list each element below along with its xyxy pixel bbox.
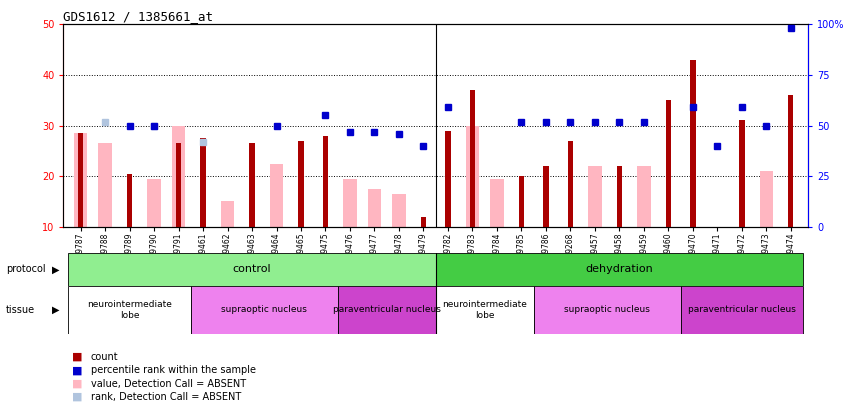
Bar — [420, 217, 426, 227]
Bar — [201, 138, 206, 227]
Text: neurointermediate
lobe: neurointermediate lobe — [87, 300, 172, 320]
Text: paraventricular nucleus: paraventricular nucleus — [332, 305, 441, 314]
Bar — [270, 164, 283, 227]
Bar — [221, 202, 234, 227]
Bar — [436, 253, 803, 286]
Bar — [78, 133, 83, 227]
Text: protocol: protocol — [6, 264, 46, 274]
Bar — [490, 179, 503, 227]
Bar — [98, 143, 112, 227]
Bar — [680, 286, 803, 334]
Text: ■: ■ — [72, 392, 82, 402]
Bar — [69, 286, 191, 334]
Bar — [739, 121, 744, 227]
Bar — [568, 141, 573, 227]
Bar — [788, 95, 794, 227]
Bar — [690, 60, 695, 227]
Bar — [338, 286, 436, 334]
Bar — [519, 176, 524, 227]
Bar — [465, 126, 479, 227]
Bar — [147, 179, 161, 227]
Bar — [393, 194, 406, 227]
Bar — [127, 174, 132, 227]
Text: value, Detection Call = ABSENT: value, Detection Call = ABSENT — [91, 379, 245, 388]
Bar — [436, 286, 534, 334]
Text: ■: ■ — [72, 352, 82, 362]
Bar — [74, 133, 87, 227]
Text: supraoptic nucleus: supraoptic nucleus — [564, 305, 650, 314]
Bar — [172, 126, 185, 227]
Bar — [176, 143, 181, 227]
Text: ■: ■ — [72, 365, 82, 375]
Bar — [299, 141, 304, 227]
Text: percentile rank within the sample: percentile rank within the sample — [91, 365, 255, 375]
Bar — [470, 90, 475, 227]
Text: rank, Detection Call = ABSENT: rank, Detection Call = ABSENT — [91, 392, 241, 402]
Bar — [250, 143, 255, 227]
Text: dehydration: dehydration — [585, 264, 653, 274]
Text: supraoptic nucleus: supraoptic nucleus — [222, 305, 307, 314]
Bar — [666, 100, 671, 227]
Text: neurointermediate
lobe: neurointermediate lobe — [442, 300, 527, 320]
Bar — [588, 166, 602, 227]
Text: ▶: ▶ — [52, 305, 60, 315]
Text: GDS1612 / 1385661_at: GDS1612 / 1385661_at — [63, 10, 213, 23]
Bar — [534, 286, 680, 334]
Text: paraventricular nucleus: paraventricular nucleus — [688, 305, 796, 314]
Bar — [368, 189, 382, 227]
Text: count: count — [91, 352, 118, 362]
Bar — [343, 179, 357, 227]
Text: ■: ■ — [72, 379, 82, 388]
Bar — [445, 130, 451, 227]
Bar — [191, 286, 338, 334]
Bar — [543, 166, 548, 227]
Bar — [760, 171, 773, 227]
Bar — [637, 166, 651, 227]
Bar — [69, 253, 436, 286]
Bar — [323, 136, 328, 227]
Bar — [617, 166, 622, 227]
Text: control: control — [233, 264, 272, 274]
Text: ▶: ▶ — [52, 264, 60, 274]
Text: tissue: tissue — [6, 305, 35, 315]
